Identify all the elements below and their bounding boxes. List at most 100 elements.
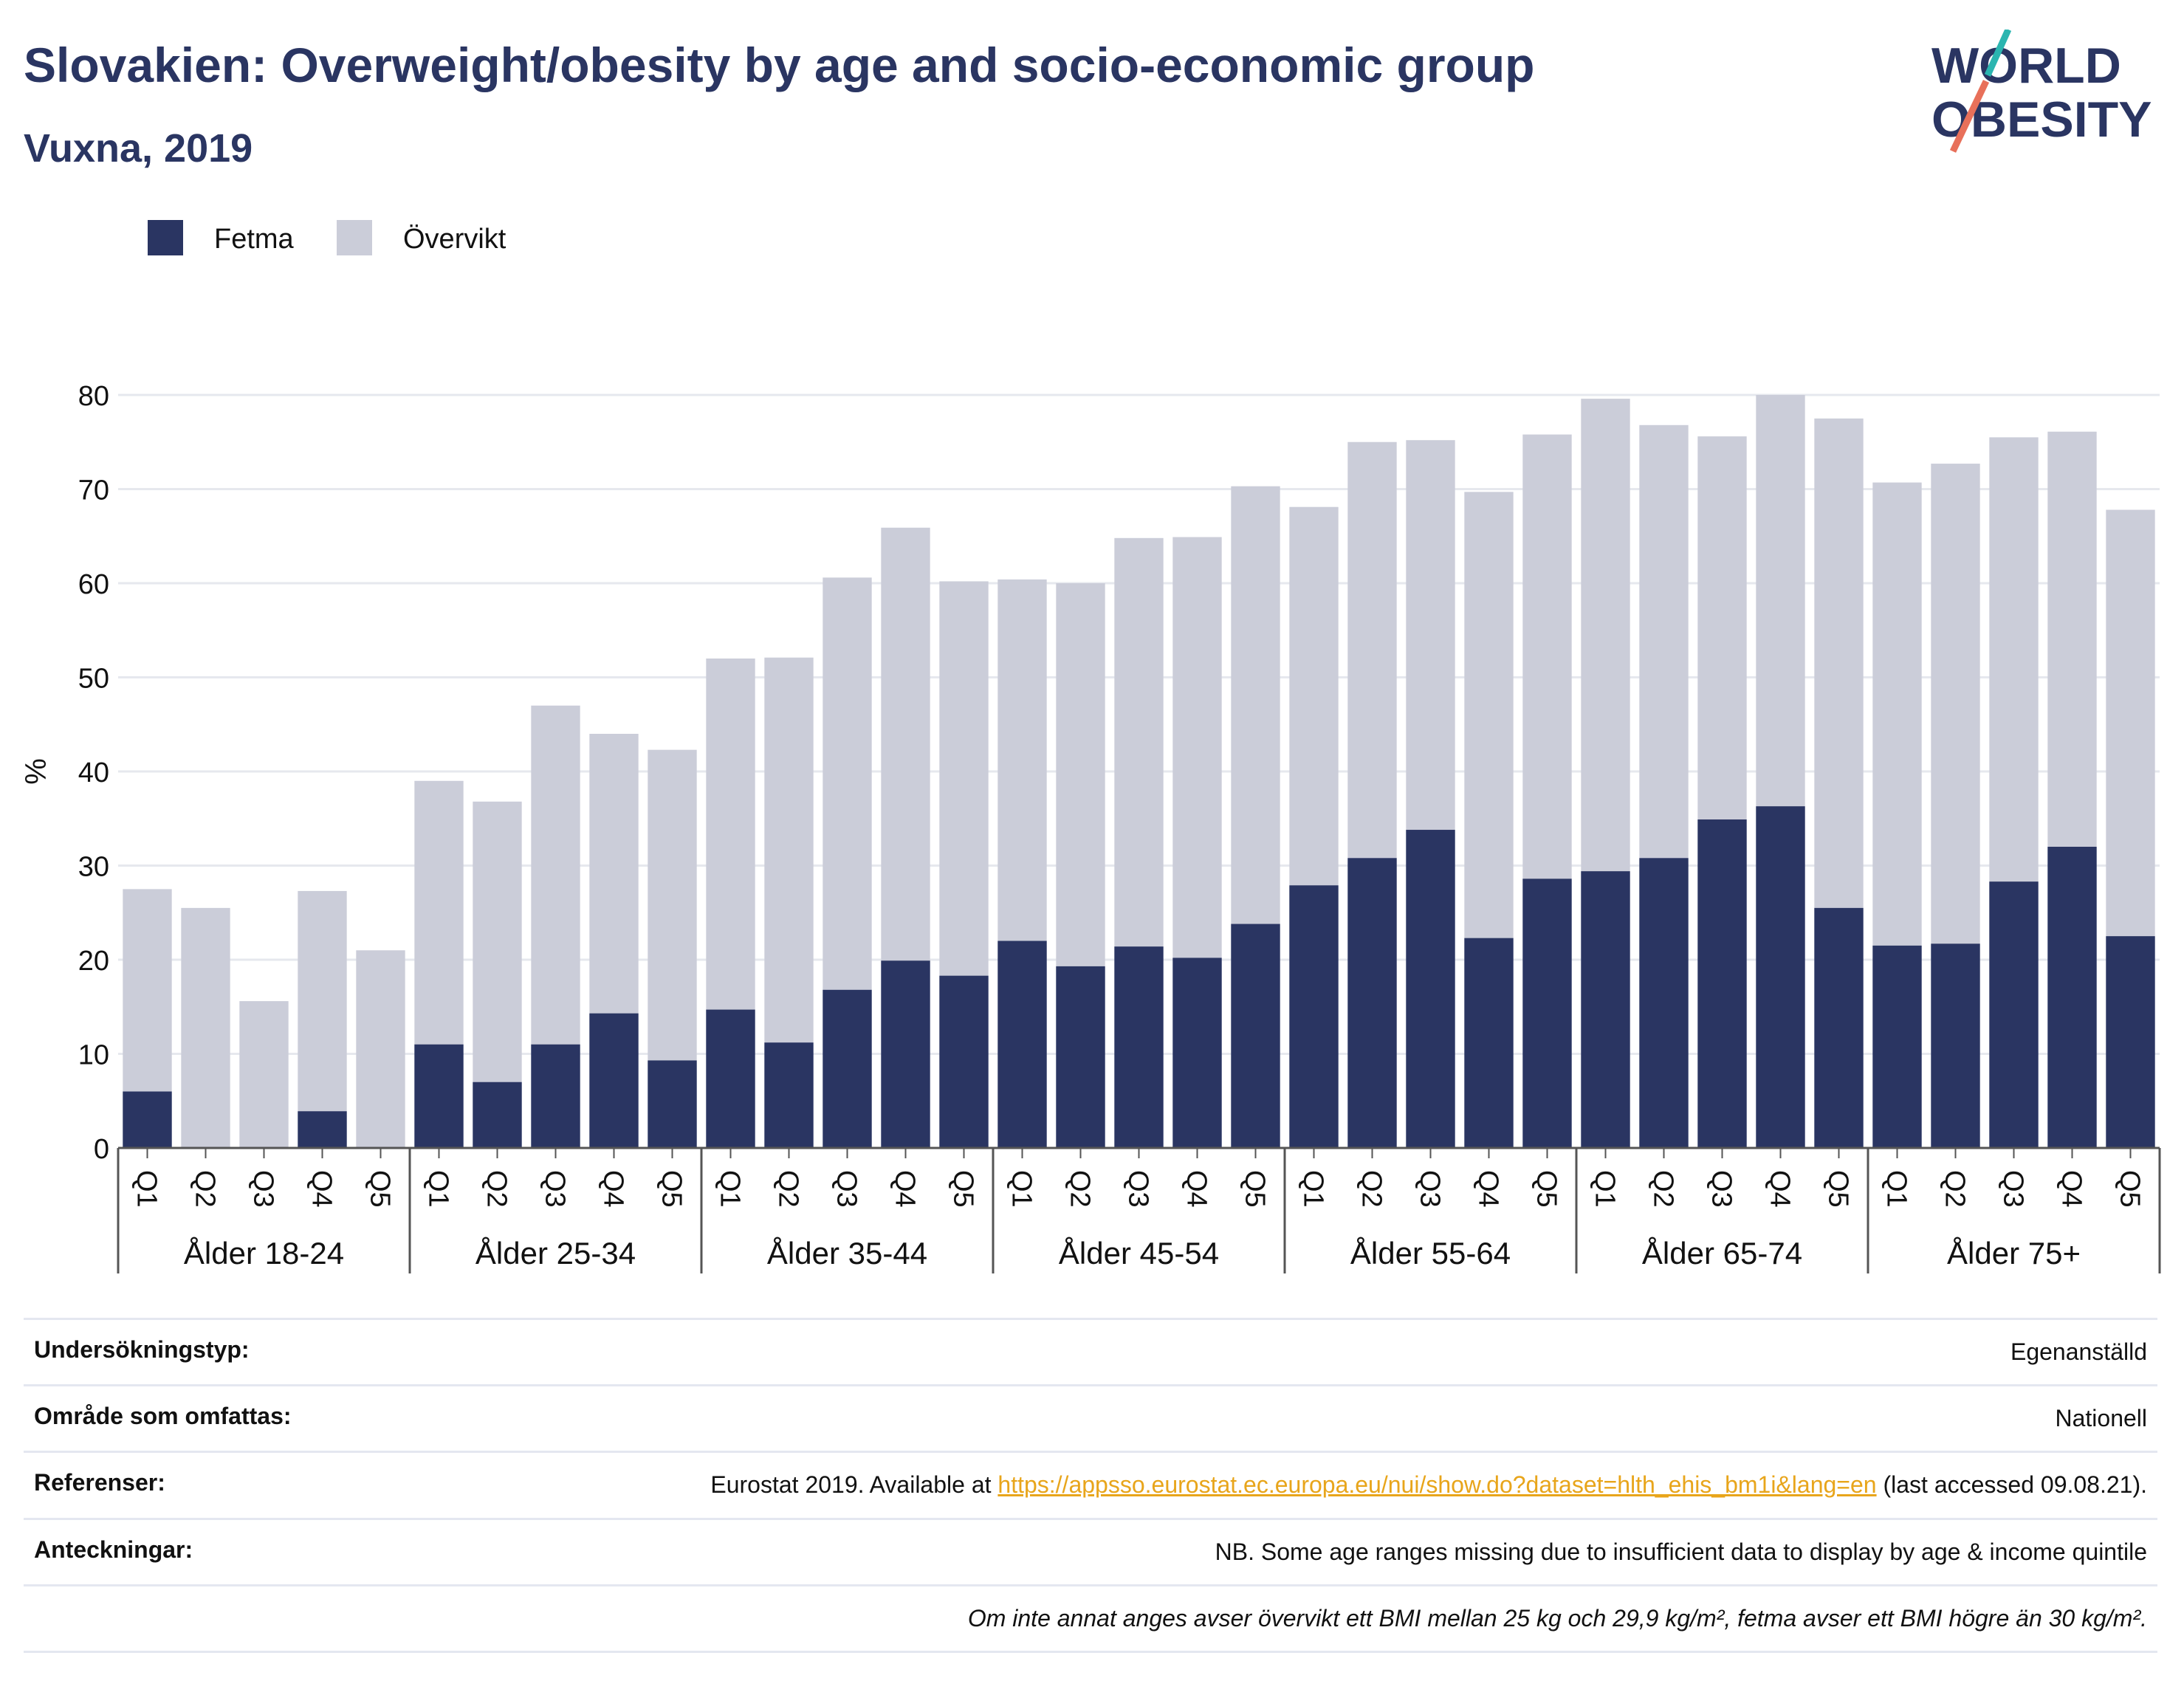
- logo-slash-coral: [1949, 80, 1990, 153]
- x-tick-label: Q2: [481, 1170, 512, 1208]
- bar-fetma: [1289, 885, 1339, 1148]
- bar-fetma: [706, 1009, 755, 1148]
- x-tick-label: Q3: [1123, 1170, 1154, 1208]
- x-tick-label: Q4: [598, 1170, 629, 1208]
- x-tick-label: Q5: [1240, 1170, 1271, 1208]
- y-tick-label: 60: [78, 569, 109, 600]
- x-tick-label: Q3: [540, 1170, 571, 1208]
- legend-swatch: [337, 220, 372, 255]
- bar-fetma: [939, 975, 989, 1148]
- bar-fetma: [298, 1111, 347, 1148]
- bar-fetma: [764, 1042, 814, 1148]
- bar-fetma: [1581, 871, 1630, 1148]
- bar-fetma: [1756, 806, 1805, 1148]
- x-tick-label: Q4: [1181, 1170, 1212, 1208]
- meta-value: NB. Some age ranges missing due to insuf…: [1215, 1538, 2147, 1565]
- bar-fetma: [589, 1013, 639, 1148]
- bmi-definition-note: Om inte annat anges avser övervikt ett B…: [967, 1604, 2147, 1632]
- stacked-bar-chart: 0 10 20 30 40 50 60 70 80% Q1 Q2 Q3 Q4 Q5 Ålder 18-24 Q…: [20, 220, 2161, 1273]
- x-tick-label: Q1: [131, 1170, 162, 1208]
- logo-slash-teal: [1984, 30, 2012, 77]
- bar-fetma: [2106, 936, 2155, 1148]
- x-tick-label: Q3: [1706, 1170, 1737, 1208]
- x-tick-label: Q1: [1298, 1170, 1329, 1208]
- x-tick-label: Q2: [773, 1170, 804, 1208]
- reference-text: Eurostat 2019. Available at: [710, 1471, 998, 1499]
- meta-row-notes: Anteckningar: NB. Some age ranges missin…: [24, 1517, 2157, 1584]
- meta-label: Undersökningstyp:: [34, 1336, 250, 1363]
- x-tick-label: Q3: [831, 1170, 862, 1208]
- metadata-table: Undersökningstyp: Egenanställd Område so…: [24, 1318, 2157, 1653]
- legend-label: Övervikt: [403, 224, 506, 255]
- bar-fetma: [1522, 879, 1572, 1148]
- reference-accessed: (last accessed 09.08.21).: [1876, 1471, 2147, 1499]
- bar-fetma: [1056, 966, 1105, 1148]
- bar-fetma: [881, 960, 930, 1148]
- x-tick-label: Q1: [423, 1170, 454, 1208]
- y-axis-label: %: [20, 758, 52, 785]
- meta-row-survey-type: Undersökningstyp: Egenanställd: [24, 1318, 2157, 1384]
- bar-fetma: [1872, 945, 1922, 1148]
- y-tick-label: 10: [78, 1040, 109, 1071]
- meta-label: Område som omfattas:: [34, 1403, 292, 1430]
- x-tick-label: Q5: [948, 1170, 979, 1208]
- group-label: Ålder 35-44: [767, 1236, 927, 1271]
- group-label: Ålder 65-74: [1642, 1236, 1802, 1271]
- x-tick-label: Q3: [1998, 1170, 2029, 1208]
- meta-value: Nationell: [2055, 1405, 2147, 1432]
- group-label: Ålder 75+: [1947, 1236, 2081, 1271]
- reference-link[interactable]: https://appsso.eurostat.ec.europa.eu/nui…: [997, 1471, 1877, 1499]
- x-tick-label: Q5: [1531, 1170, 1562, 1208]
- x-tick-label: Q4: [1473, 1170, 1504, 1208]
- x-tick-label: Q3: [1415, 1170, 1446, 1208]
- x-tick-label: Q1: [1590, 1170, 1621, 1208]
- y-tick-label: 20: [78, 946, 109, 977]
- meta-value: Eurostat 2019. Available at https://apps…: [710, 1469, 2147, 1501]
- group-label: Ålder 45-54: [1059, 1236, 1219, 1271]
- bar-fetma: [1114, 946, 1164, 1148]
- world-obesity-logo: WORLD OBESITY: [1931, 30, 2152, 153]
- meta-row-coverage: Område som omfattas: Nationell: [24, 1384, 2157, 1451]
- bar-fetma: [997, 941, 1047, 1148]
- bar-fetma: [473, 1082, 522, 1148]
- bar-fetma: [1464, 938, 1514, 1148]
- x-tick-label: Q5: [2115, 1170, 2146, 1208]
- bar-overvikt: [181, 907, 230, 1148]
- x-tick-label: Q2: [1648, 1170, 1679, 1208]
- x-tick-label: Q5: [656, 1170, 687, 1208]
- bar-fetma: [1347, 858, 1397, 1148]
- bar-fetma: [1814, 907, 1864, 1148]
- bar-overvikt: [239, 1001, 289, 1148]
- x-tick-label: Q2: [190, 1170, 221, 1208]
- bar-fetma: [1931, 943, 1980, 1148]
- x-tick-label: Q4: [1765, 1170, 1796, 1208]
- legend-label: Fetma: [214, 224, 295, 255]
- bar-fetma: [823, 989, 872, 1148]
- bar-fetma: [1697, 819, 1747, 1148]
- meta-value: Egenanställd: [2010, 1338, 2147, 1365]
- bar-fetma: [123, 1091, 172, 1148]
- y-tick-label: 50: [78, 664, 109, 695]
- y-tick-label: 40: [78, 757, 109, 788]
- x-tick-label: Q5: [1823, 1170, 1854, 1208]
- chart-title: Slovakien: Overweight/obesity by age and…: [24, 38, 1535, 92]
- bar-fetma: [414, 1044, 464, 1148]
- x-tick-label: Q2: [1356, 1170, 1387, 1208]
- x-tick-label: Q2: [1940, 1170, 1971, 1208]
- x-tick-label: Q2: [1065, 1170, 1096, 1208]
- bar-fetma: [1989, 881, 2039, 1148]
- bar-fetma: [1231, 924, 1280, 1148]
- meta-label: Referenser:: [34, 1469, 165, 1496]
- y-tick-label: 30: [78, 852, 109, 883]
- x-tick-label: Q4: [890, 1170, 921, 1208]
- legend-swatch: [148, 220, 183, 255]
- logo-word-1: WORLD: [1931, 38, 2121, 94]
- bar-fetma: [2047, 847, 2097, 1148]
- bar-fetma: [1639, 858, 1689, 1148]
- y-tick-label: 0: [94, 1134, 109, 1165]
- y-tick-label: 70: [78, 475, 109, 506]
- chart-subtitle: Vuxna, 2019: [24, 126, 253, 171]
- bar-fetma: [648, 1060, 697, 1148]
- x-tick-label: Q1: [715, 1170, 746, 1208]
- bar-fetma: [1406, 830, 1455, 1148]
